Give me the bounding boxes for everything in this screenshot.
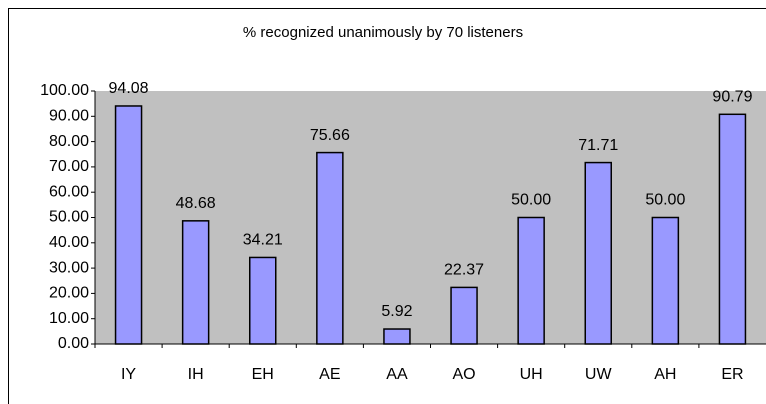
bar <box>316 151 344 345</box>
x-tick-label: ER <box>721 366 743 383</box>
y-tick-label: 20.00 <box>49 285 89 302</box>
y-tick-label: 80.00 <box>49 133 89 150</box>
x-tick-label: EH <box>252 366 274 383</box>
data-label: 90.79 <box>712 89 752 106</box>
x-tick-label: UW <box>585 366 613 383</box>
data-label: 50.00 <box>511 192 551 209</box>
x-tick-label: IH <box>188 366 204 383</box>
data-label: 48.68 <box>176 195 216 212</box>
y-tick-label: 30.00 <box>49 259 89 276</box>
y-tick-label: 0.00 <box>58 335 89 352</box>
bar <box>651 216 680 345</box>
bar <box>383 328 411 345</box>
data-label: 50.00 <box>645 192 685 209</box>
y-tick-label: 60.00 <box>49 183 89 200</box>
bar <box>450 286 478 345</box>
y-tick-label: 40.00 <box>49 234 89 251</box>
bar <box>718 113 747 345</box>
x-tick-label: UH <box>520 366 543 383</box>
y-tick-label: 70.00 <box>49 158 89 175</box>
x-tick-label: AO <box>452 366 475 383</box>
data-label: 34.21 <box>243 232 283 249</box>
bar <box>114 105 143 345</box>
data-label: 94.08 <box>109 80 149 97</box>
y-tick-label: 90.00 <box>49 108 89 125</box>
y-tick-label: 50.00 <box>49 209 89 226</box>
bar <box>517 216 545 345</box>
data-label: 22.37 <box>444 262 484 279</box>
data-label: 75.66 <box>310 127 350 144</box>
data-label: 71.71 <box>578 137 618 154</box>
x-tick-label: AE <box>319 366 340 383</box>
x-tick-label: AH <box>654 366 676 383</box>
bar <box>249 256 277 345</box>
y-tick-label: 100.00 <box>40 82 89 99</box>
x-tick-label: IY <box>121 366 136 383</box>
bar <box>584 161 612 345</box>
chart-title: % recognized unanimously by 70 listeners <box>243 24 523 41</box>
y-tick-label: 10.00 <box>49 310 89 327</box>
bar <box>181 220 210 345</box>
data-label: 5.92 <box>381 303 412 320</box>
x-tick-label: AA <box>386 366 408 383</box>
